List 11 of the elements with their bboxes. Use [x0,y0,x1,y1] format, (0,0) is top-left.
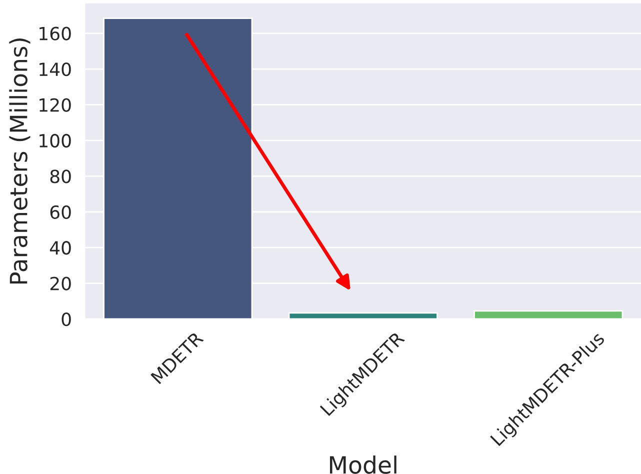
y-tick-label: 0 [62,312,71,326]
y-tick-label: 20 [50,276,71,290]
y-tick-label: 160 [40,26,71,40]
y-tick-label: 60 [50,205,71,219]
y-tick-label: 100 [40,134,71,148]
y-axis-title: Parameters (Millions) [9,38,30,284]
y-tick-label: 40 [50,241,71,255]
y-tick-label: 80 [50,170,71,184]
x-axis-title: Model [330,456,396,474]
y-tick-label: 140 [40,62,71,76]
y-tick-label: 120 [40,98,71,112]
